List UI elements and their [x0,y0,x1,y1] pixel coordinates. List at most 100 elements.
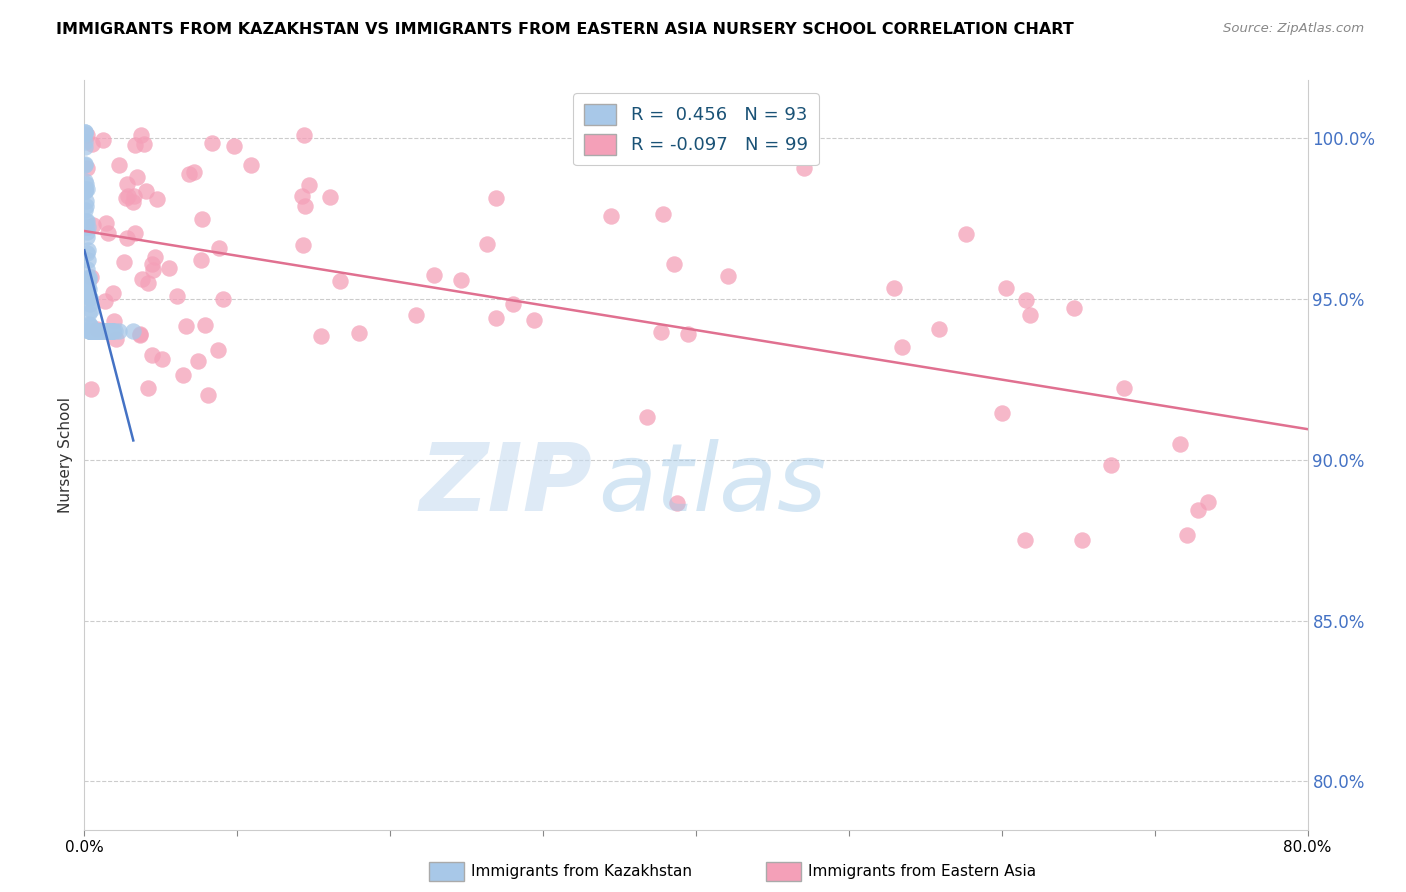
Point [94,324,117,338]
Point [115,191,138,205]
Point [80,324,103,338]
Point [100,324,122,338]
Point [76,225,98,239]
Point [80,324,103,338]
Point [1168,437,1191,451]
Point [79,324,101,338]
Point [86,324,108,338]
Point [190,252,212,267]
Point [103,314,125,328]
Point [135,184,157,198]
Point [75,220,97,235]
Point [146,192,169,206]
Point [101,324,124,338]
Point [82,324,104,338]
Point [485,310,508,325]
Point [666,496,689,510]
Point [89,324,111,338]
Point [77,324,100,338]
Point [76,220,98,235]
Point [502,297,524,311]
Point [450,273,472,287]
Point [117,188,139,202]
Point [100,324,122,338]
Point [212,292,235,306]
Point [141,263,163,277]
Point [79,292,101,306]
Point [1063,301,1085,316]
Point [87,324,110,338]
Point [79,324,101,338]
Point [485,191,508,205]
Point [636,410,658,425]
Point [91,324,114,338]
Point [77,280,100,294]
Point [141,257,163,271]
Point [1197,494,1219,508]
Point [86,324,108,338]
Point [86,321,108,335]
Point [650,325,672,339]
Point [76,161,98,176]
Point [994,280,1017,294]
Point [1175,528,1198,542]
Point [108,324,131,338]
Point [76,245,98,260]
Point [82,324,104,338]
Point [76,289,98,303]
Point [122,188,145,202]
Point [128,327,150,342]
Point [523,313,546,327]
Point [423,268,446,282]
Point [183,165,205,179]
Point [77,317,100,331]
Point [80,324,103,338]
Point [1187,503,1209,517]
Point [104,332,127,346]
Point [94,293,117,308]
Point [82,324,104,338]
Point [82,324,104,338]
Point [91,133,114,147]
Point [115,178,138,192]
Point [141,348,163,362]
Point [89,324,111,338]
Point [77,275,100,289]
Point [93,324,115,338]
Text: Immigrants from Kazakhstan: Immigrants from Kazakhstan [471,864,692,879]
Point [75,184,97,198]
Point [136,381,159,395]
Point [103,324,125,338]
Point [77,270,100,285]
Point [793,161,815,175]
Point [79,382,101,396]
Point [349,326,371,340]
Point [75,174,97,188]
Point [717,269,740,284]
Point [75,183,97,197]
Point [207,343,229,357]
Point [103,324,125,338]
Point [76,214,98,228]
Point [79,324,101,338]
Point [405,308,427,322]
Legend: R =  0.456   N = 93, R = -0.097   N = 99: R = 0.456 N = 93, R = -0.097 N = 99 [574,93,818,165]
Point [76,262,98,277]
Point [79,292,101,306]
Point [83,324,105,338]
Point [122,324,145,338]
Point [75,135,97,149]
Point [82,324,104,338]
Point [84,324,107,338]
Point [79,318,101,333]
Point [75,203,97,218]
Point [292,128,315,142]
Point [97,226,120,240]
Point [122,195,145,210]
Text: Immigrants from Eastern Asia: Immigrants from Eastern Asia [808,864,1036,879]
Point [600,209,623,223]
Point [75,157,97,171]
Point [108,158,131,172]
Point [1101,458,1123,472]
Point [76,253,98,268]
